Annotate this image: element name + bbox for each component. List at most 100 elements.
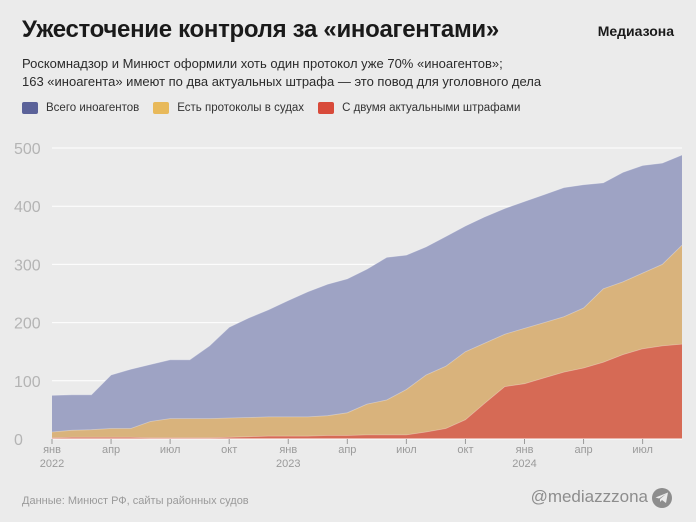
y-tick-label: 300 [14,257,41,274]
data-point [406,254,408,256]
data-point [189,437,191,439]
data-point [543,377,545,379]
data-point [248,317,250,319]
legend-swatch-total [22,102,38,114]
data-point [288,435,290,437]
data-point [209,418,211,420]
data-point [189,359,191,361]
data-point [681,343,683,345]
legend-label-protocols: Есть протоколы в судах [177,102,305,114]
x-tick-year: 2024 [512,458,536,470]
data-point [366,403,368,405]
data-point [484,402,486,404]
data-point [71,430,73,432]
social-handle[interactable]: @mediazzzona [530,487,648,506]
data-point [209,437,211,439]
data-point [662,345,664,347]
data-point [150,437,152,439]
data-point [51,431,53,433]
data-point [465,351,467,353]
data-point [583,307,585,309]
y-tick-label: 400 [14,199,41,216]
data-point [110,428,112,430]
data-point [268,309,270,311]
legend-item-total: Всего иноагентов [22,102,139,114]
data-point [386,257,388,259]
subtitle-line-1: Роскомнадзор и Минюст оформили хоть один… [22,56,503,71]
data-point [71,394,73,396]
data-point [386,434,388,436]
data-point [91,429,93,431]
data-point [563,316,565,318]
legend-swatch-fines [318,102,335,114]
area-series-2 [52,344,682,439]
data-point [445,236,447,238]
data-point [189,418,191,420]
data-point [425,246,427,248]
data-point [543,194,545,196]
data-point [681,244,683,246]
telegram-icon[interactable] [652,488,672,508]
x-tick-label: апр [102,444,120,456]
data-point [110,374,112,376]
brand-logo: Медиазона [597,23,674,39]
data-point [51,395,53,397]
data-point [662,264,664,266]
data-point [248,417,250,419]
data-point [406,434,408,436]
legend-label-total: Всего иноагентов [46,102,140,114]
data-point [228,417,230,419]
x-tick-label: окт [221,444,237,456]
data-point [642,348,644,350]
data-point [406,389,408,391]
data-point [366,268,368,270]
data-point [504,208,506,210]
telegram-plane-glyph [655,492,668,503]
data-point [465,419,467,421]
data-point [327,283,329,285]
series-line-2 [51,343,683,439]
data-point [603,288,605,290]
data-point [504,386,506,388]
data-point [543,322,545,324]
x-tick-year: 2023 [276,458,300,470]
data-point [583,367,585,369]
data-point [150,364,152,366]
data-point [622,354,624,356]
x-tick-label: июл [396,444,417,456]
x-tick-label: июл [160,444,181,456]
data-point [347,435,349,437]
x-tick-label: июл [632,444,653,456]
data-point [563,371,565,373]
data-point [445,366,447,368]
chart-title: Ужесточение контроля за «иноагентами» [22,16,499,43]
data-point [563,187,565,189]
legend-item-protocols: Есть протоколы в судах [153,102,304,114]
data-point [603,361,605,363]
data-point [288,300,290,302]
data-point [484,342,486,344]
data-point [327,415,329,417]
data-point [169,437,171,439]
data-point [307,435,309,437]
data-point [504,333,506,335]
data-point [445,428,447,430]
data-point [130,437,132,439]
data-point [228,437,230,439]
data-point [248,436,250,438]
y-tick-label: 500 [14,141,41,158]
subtitle-line-2: 163 «иноагента» имеют по два актуальных … [22,74,542,89]
data-point [347,278,349,280]
data-point [484,216,486,218]
data-point [130,368,132,370]
data-point [288,416,290,418]
legend-swatch-protocols [153,102,170,114]
x-tick-label: апр [338,444,356,456]
data-point [465,225,467,227]
data-point [425,431,427,433]
x-tick-label: янв [279,444,297,456]
legend-label-fines: С двумя актуальными штрафами [342,102,521,114]
data-point [327,435,329,437]
data-point [366,434,368,436]
